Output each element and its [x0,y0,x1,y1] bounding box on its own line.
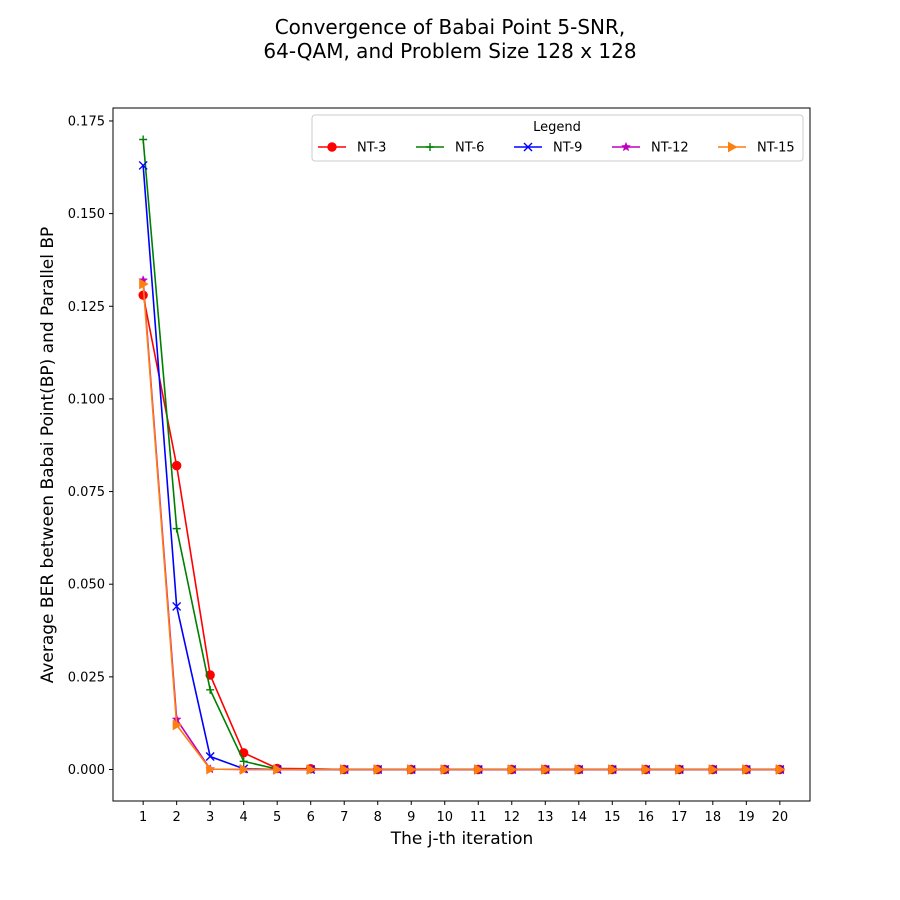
axis-ticks: 1 2 3 4 5 6 7 8 9 10 11 12 13 14 15 16 17 18 19 200.0000.02… [68,114,788,825]
y-tick-label: 0.000 [68,763,105,778]
legend-label-nt-6: NT-6 [455,141,484,156]
data-point-nt-15 [742,764,752,775]
y-tick-label: 0.100 [68,392,105,407]
data-point-nt-15 [139,278,149,290]
legend: Legend NT-3 NT-6 NT-9 NT-12 NT-15 [311,114,804,162]
x-tick-label: 1 [139,810,147,825]
data-point-nt-15 [340,764,350,775]
plot-area [112,107,811,802]
x-tick-label: 11 [470,810,487,825]
x-tick-label: 16 [638,810,655,825]
axes-frame [112,107,811,802]
data-point-nt-15 [306,764,317,775]
legend-marker-nt-3 [327,142,337,152]
x-axis-title: The j-th iteration [390,829,534,849]
data-point-nt-15 [273,764,283,775]
legend-label-nt-3: NT-3 [357,141,386,156]
y-tick-label: 0.050 [68,578,105,593]
x-tick-label: 17 [671,810,688,825]
y-tick-label: 0.075 [68,485,105,500]
data-series [138,135,786,775]
data-point-nt-15 [507,764,518,775]
data-point-nt-6 [206,685,215,694]
y-axis-title: Average BER between Babai Point(BP) and … [38,227,58,684]
legend-label-nt-15: NT-15 [757,141,795,156]
x-tick-label: 14 [571,810,588,825]
data-point-nt-3 [171,460,182,471]
legend-marker-nt-15 [728,141,738,153]
data-point-nt-15 [407,764,417,775]
x-tick-label: 5 [273,810,281,825]
x-tick-label: 2 [173,810,181,825]
data-point-nt-15 [574,764,585,775]
data-point-nt-15 [541,764,551,775]
data-point-nt-9 [138,160,148,170]
data-point-nt-15 [206,763,216,775]
data-point-nt-15 [775,764,786,775]
data-point-nt-9 [172,601,182,611]
legend-marker-nt-6 [426,143,434,151]
data-point-nt-6 [239,757,248,766]
series-line-nt-15 [142,283,780,771]
x-tick-label: 15 [604,810,621,825]
data-point-nt-9 [205,752,215,762]
data-point-nt-15 [708,764,719,775]
legend-marker-nt-9 [523,142,533,152]
y-tick-label: 0.175 [68,114,105,129]
x-tick-label: 18 [705,810,722,825]
data-point-nt-15 [172,719,183,731]
data-point-nt-15 [608,764,618,775]
data-point-nt-6 [172,524,181,533]
x-tick-label: 10 [436,810,453,825]
y-tick-label: 0.125 [68,300,105,315]
x-tick-label: 3 [206,810,214,825]
data-point-nt-15 [474,764,484,775]
x-tick-label: 6 [307,810,315,825]
legend-label-nt-9: NT-9 [553,141,582,156]
x-tick-label: 8 [374,810,382,825]
data-point-nt-15 [641,764,652,775]
legend-frame [311,114,804,162]
legend-marker-nt-12 [620,141,632,152]
data-point-nt-6 [139,135,148,144]
series-nt-15 [139,278,786,775]
data-point-nt-15 [675,764,685,775]
x-tick-label: 9 [407,810,415,825]
data-point-nt-15 [373,764,384,775]
x-tick-label: 7 [340,810,348,825]
data-point-nt-15 [239,764,250,775]
chart-title-line-2: 64-QAM, and Problem Size 128 x 128 [263,39,636,63]
y-tick-label: 0.150 [68,207,105,222]
x-tick-label: 13 [537,810,554,825]
data-point-nt-15 [440,764,451,775]
legend-title: Legend [533,120,581,135]
y-tick-label: 0.025 [68,670,105,685]
x-tick-label: 19 [738,810,755,825]
legend-label-nt-12: NT-12 [651,141,689,156]
x-tick-label: 12 [503,810,520,825]
chart-title-line-1: Convergence of Babai Point 5-SNR, [275,15,626,39]
x-tick-label: 20 [772,810,789,825]
x-tick-label: 4 [240,810,248,825]
